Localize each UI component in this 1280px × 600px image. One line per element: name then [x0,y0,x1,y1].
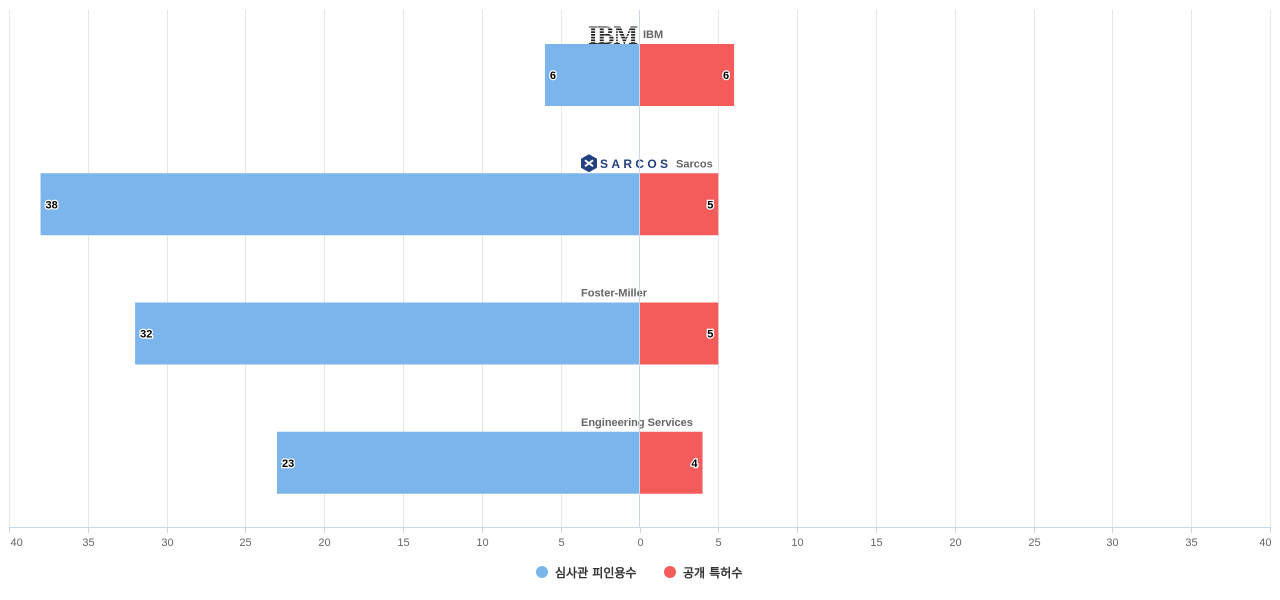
legend-marker [536,566,548,578]
ibm-logo-stripe [588,34,638,36]
ibm-logo-stripe [588,42,638,44]
ibm-logo-stripe [588,23,638,25]
x-tick-label: 20 [318,537,330,549]
category-label: Sarcos [676,158,713,170]
ibm-logo-stripe [588,31,638,33]
x-tick-label: 15 [870,537,882,549]
grid-layer [9,10,1271,527]
bar-right [639,302,719,365]
legend: 심사관 피인용수 공개 특허수 [536,565,742,580]
legend-label: 심사관 피인용수 [555,565,636,580]
x-tick-label: 5 [715,537,721,549]
x-tick-label: 20 [949,537,961,549]
legend-marker [664,566,676,578]
x-tick-label: 10 [476,537,488,549]
data-label-left: 38 [46,199,58,211]
x-tick-label: 35 [82,537,94,549]
legend-label: 공개 특허수 [683,565,742,580]
ibm-logo-stripe [588,36,638,39]
x-tick-label: 40 [1259,537,1271,549]
data-label-left: 6 [550,70,556,82]
x-tick-label: 40 [11,537,23,549]
x-tick-label: 25 [239,537,251,549]
x-tick-label: 30 [1106,537,1118,549]
x-tick-label: 5 [558,537,564,549]
ibm-logo-stripe [588,39,638,42]
bar-layer [40,44,735,494]
label-layer: 6 6 IBM IBM 38 5 SARCOS Sarcos 32 5 Foster-Miller 2… [44,23,730,471]
x-tick-label: 15 [397,537,409,549]
x-tick-label: 35 [1185,537,1197,549]
ibm-logo-stripe [588,28,638,31]
x-tick-label: 25 [1028,537,1040,549]
data-label-right: 6 [723,70,729,82]
bar-right [639,431,703,494]
sarcos-logo: SARCOS [581,154,670,173]
bar-left [135,302,640,365]
category-label: Engineering Services [581,417,693,429]
category-label: Foster-Miller [581,288,648,300]
data-label-right: 4 [691,458,698,470]
x-tick-label: 10 [791,537,803,549]
data-label-right: 5 [707,199,713,211]
bar-right [639,173,719,236]
bar-left [40,173,640,236]
bar-left [276,431,640,494]
x-axis: 40 35 30 25 20 15 10 5 0 5 10 15 20 25 30 35 40 [9,10,1272,549]
data-label-left: 32 [140,329,152,341]
data-label-right: 5 [707,329,713,341]
sarcos-logo-mark [584,159,594,168]
ibm-logo: IBM [588,23,638,44]
x-tick-label: 0 [637,537,643,549]
bar-right [639,44,735,106]
x-tick-label: 30 [161,537,173,549]
bar-left [544,44,640,106]
ibm-logo-stripe [588,25,638,28]
category-label: IBM [643,29,663,41]
sarcos-logo-wordmark: SARCOS [600,157,670,171]
data-label-left: 23 [282,458,294,470]
